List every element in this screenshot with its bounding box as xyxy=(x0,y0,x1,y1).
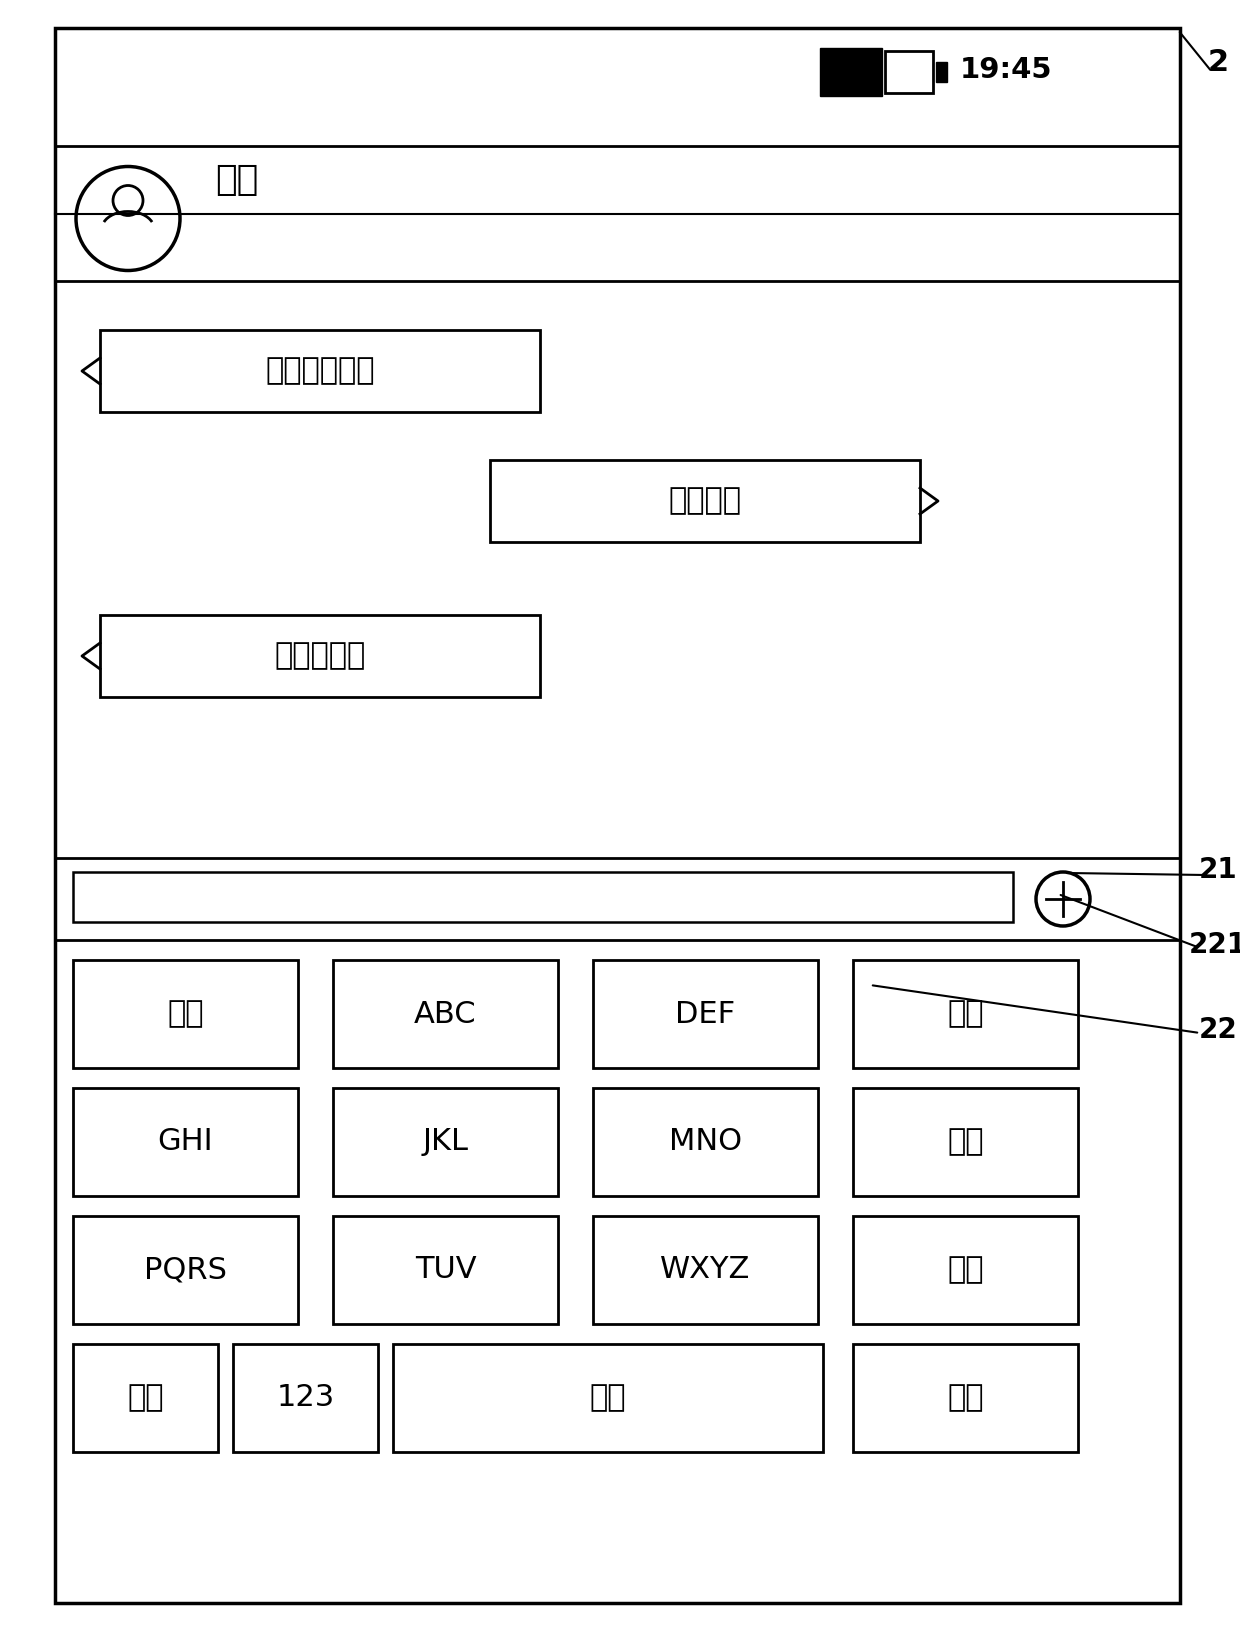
Bar xyxy=(73,961,298,1069)
Text: 221: 221 xyxy=(1189,931,1240,959)
Bar xyxy=(73,1088,298,1196)
Bar xyxy=(853,1345,1078,1453)
Bar xyxy=(73,873,1013,922)
Text: TUV: TUV xyxy=(414,1255,476,1284)
Bar xyxy=(820,47,882,96)
Bar xyxy=(334,1088,558,1196)
Text: 分隔: 分隔 xyxy=(167,1000,203,1028)
Bar xyxy=(853,1216,1078,1324)
Text: 2: 2 xyxy=(1208,47,1229,77)
Text: 22: 22 xyxy=(1199,1016,1238,1044)
Text: 今天星期几: 今天星期几 xyxy=(274,642,366,670)
Text: 今天十月几号: 今天十月几号 xyxy=(265,356,374,386)
Bar xyxy=(334,961,558,1069)
Text: 123: 123 xyxy=(277,1384,335,1412)
Text: 小写: 小写 xyxy=(128,1384,164,1412)
Text: DEF: DEF xyxy=(676,1000,735,1028)
Bar xyxy=(885,51,932,93)
Text: 21: 21 xyxy=(1199,856,1238,884)
Text: 十月一号: 十月一号 xyxy=(668,487,742,515)
Text: 后退: 后退 xyxy=(947,1000,983,1028)
Text: 符号: 符号 xyxy=(947,1255,983,1284)
Text: 空格: 空格 xyxy=(590,1384,626,1412)
Text: WXYZ: WXYZ xyxy=(661,1255,750,1284)
Bar xyxy=(936,62,947,82)
Text: 清空: 清空 xyxy=(947,1127,983,1157)
Bar xyxy=(593,1088,818,1196)
Bar xyxy=(233,1345,378,1453)
Bar xyxy=(334,1216,558,1324)
Bar xyxy=(853,1088,1078,1196)
Bar xyxy=(490,461,920,542)
Bar xyxy=(73,1345,218,1453)
Bar xyxy=(593,1216,818,1324)
Text: ABC: ABC xyxy=(414,1000,477,1028)
Text: MNO: MNO xyxy=(668,1127,742,1157)
Bar xyxy=(100,330,539,412)
Text: 19:45: 19:45 xyxy=(960,56,1053,83)
Bar xyxy=(73,1216,298,1324)
Text: 小王: 小王 xyxy=(215,163,258,198)
Text: GHI: GHI xyxy=(157,1127,213,1157)
Text: PQRS: PQRS xyxy=(144,1255,227,1284)
Text: 确认: 确认 xyxy=(947,1384,983,1412)
Bar xyxy=(593,961,818,1069)
Text: JKL: JKL xyxy=(423,1127,469,1157)
Bar xyxy=(100,614,539,698)
Bar xyxy=(853,961,1078,1069)
Bar xyxy=(393,1345,823,1453)
